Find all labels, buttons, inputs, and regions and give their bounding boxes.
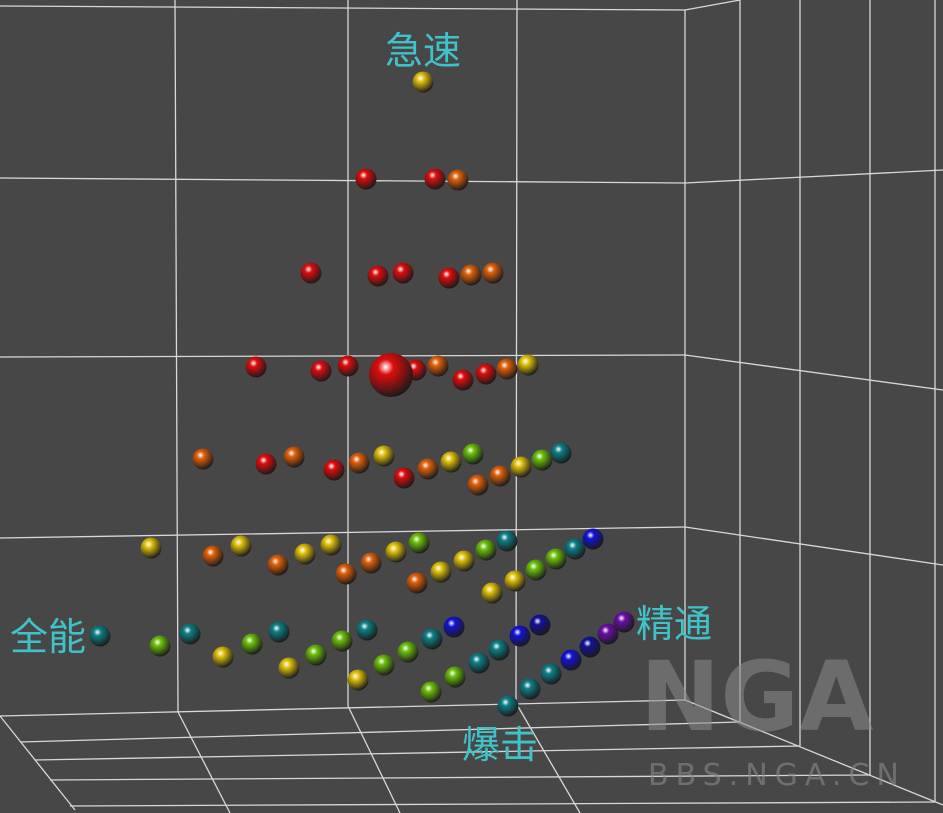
point	[241, 633, 263, 655]
point	[385, 541, 407, 563]
point	[424, 168, 446, 190]
point	[347, 669, 369, 691]
point	[475, 363, 497, 385]
point	[497, 695, 519, 717]
point	[519, 678, 541, 700]
point	[496, 530, 518, 552]
point	[540, 663, 562, 685]
point	[331, 630, 353, 652]
point	[447, 169, 469, 191]
point	[582, 528, 604, 550]
point	[179, 623, 201, 645]
point	[373, 654, 395, 676]
point	[245, 356, 267, 378]
point	[489, 465, 511, 487]
point	[560, 649, 582, 671]
axis-label-bottom: 爆击	[462, 723, 538, 767]
point	[531, 449, 553, 471]
point	[305, 644, 327, 666]
point	[192, 448, 214, 470]
point	[529, 614, 551, 636]
point	[149, 635, 171, 657]
point	[255, 453, 277, 475]
point	[335, 563, 357, 585]
point	[337, 355, 359, 377]
point	[89, 625, 111, 647]
point	[140, 537, 162, 559]
point	[392, 262, 414, 284]
point	[420, 681, 442, 703]
point	[545, 548, 567, 570]
point	[510, 456, 532, 478]
point	[373, 445, 395, 467]
point	[517, 354, 539, 376]
point	[310, 360, 332, 382]
point	[294, 543, 316, 565]
point	[320, 534, 342, 556]
point	[550, 442, 572, 464]
point	[460, 264, 482, 286]
point	[406, 572, 428, 594]
point	[597, 623, 619, 645]
point	[408, 532, 430, 554]
point	[393, 467, 415, 489]
point	[230, 535, 252, 557]
axis-label-right: 精通	[636, 602, 712, 646]
point	[283, 446, 305, 468]
point	[462, 443, 484, 465]
axis-label-left: 全能	[10, 615, 86, 659]
point	[300, 262, 322, 284]
point	[202, 545, 224, 567]
point	[412, 71, 434, 93]
point	[504, 570, 526, 592]
point	[467, 474, 489, 496]
point	[440, 451, 462, 473]
point	[475, 539, 497, 561]
point	[496, 358, 518, 380]
point	[430, 561, 452, 583]
point	[481, 582, 503, 604]
point	[212, 646, 234, 668]
point	[444, 666, 466, 688]
point	[452, 369, 474, 391]
point	[367, 265, 389, 287]
point	[348, 452, 370, 474]
point	[427, 355, 449, 377]
point	[267, 554, 289, 576]
point	[323, 459, 345, 481]
point	[453, 550, 475, 572]
point	[525, 559, 547, 581]
point	[417, 458, 439, 480]
axis-label-top: 急速	[385, 29, 461, 73]
point	[356, 619, 378, 641]
point	[482, 262, 504, 284]
watermark-logo: NGA	[640, 641, 873, 753]
point	[488, 639, 510, 661]
point	[355, 168, 377, 190]
point	[613, 611, 635, 633]
point	[421, 628, 443, 650]
point	[564, 538, 586, 560]
point	[579, 636, 601, 658]
points	[89, 71, 635, 717]
point	[360, 552, 382, 574]
point	[468, 652, 490, 674]
point	[509, 625, 531, 647]
watermark-url: BBS.NGA.CN	[648, 758, 906, 793]
point	[278, 657, 300, 679]
point	[369, 353, 413, 397]
point	[268, 621, 290, 643]
point	[438, 267, 460, 289]
point	[443, 616, 465, 638]
point	[397, 641, 419, 663]
